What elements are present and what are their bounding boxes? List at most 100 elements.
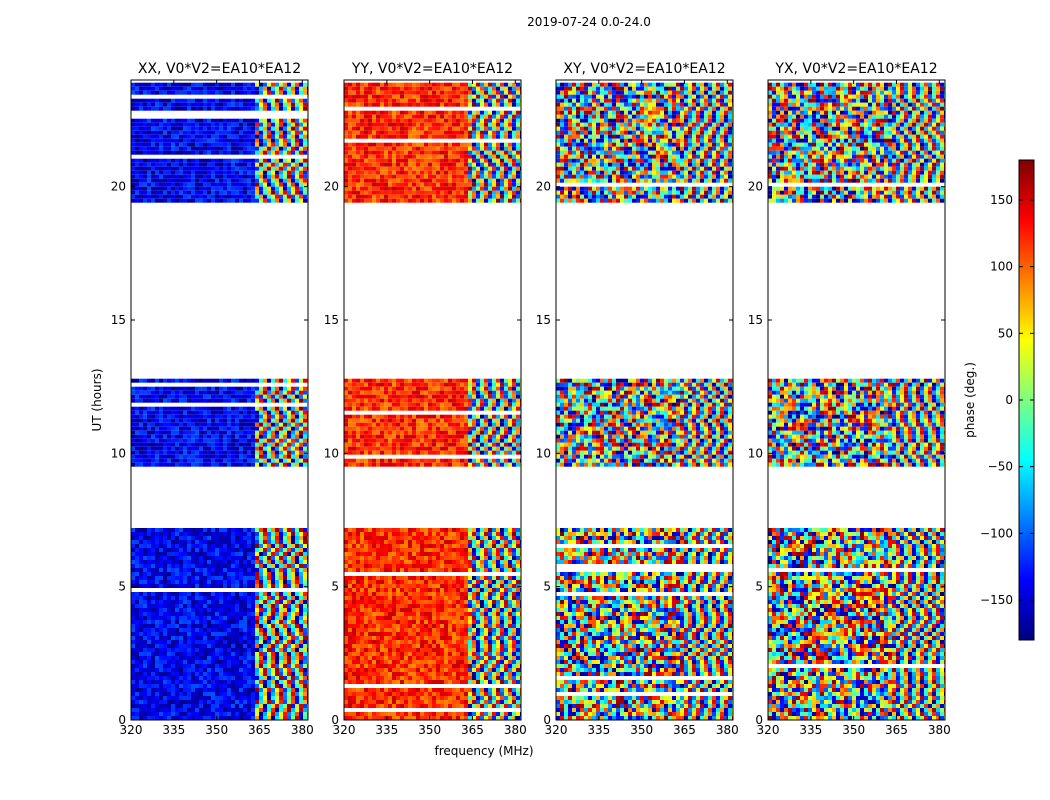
heatmap-cell (155, 194, 159, 199)
heatmap-cell (155, 568, 159, 572)
heatmap-cell (199, 560, 203, 564)
heatmap-cell (147, 676, 151, 680)
heatmap-cell (223, 134, 227, 139)
heatmap-cell (231, 664, 235, 668)
heatmap-cell (155, 450, 159, 455)
heatmap-cell (179, 82, 183, 87)
heatmap-cell (436, 564, 440, 568)
heatmap-cell (215, 552, 219, 556)
heatmap-cell (388, 588, 392, 592)
heatmap-cell (251, 604, 255, 608)
heatmap-cell (348, 544, 352, 548)
heatmap-cell (299, 158, 303, 163)
heatmap-cell (384, 588, 388, 592)
heatmap-cell (283, 122, 287, 127)
heatmap-cell (175, 676, 179, 680)
heatmap-cell (183, 604, 187, 608)
heatmap-cell (199, 652, 203, 656)
heatmap-cell (231, 394, 235, 399)
heatmap-cell (299, 434, 303, 439)
heatmap-cell (171, 174, 175, 179)
heatmap-cell (416, 532, 420, 536)
heatmap-cell (287, 536, 291, 540)
heatmap-cell (215, 170, 219, 175)
heatmap-cell (219, 608, 223, 612)
heatmap-cell (199, 414, 203, 419)
heatmap-cell (364, 592, 368, 596)
heatmap-cell (283, 636, 287, 640)
heatmap-cell (239, 568, 243, 572)
heatmap-cell (223, 652, 227, 656)
heatmap-cell (215, 378, 219, 383)
heatmap-cell (183, 656, 187, 660)
heatmap-cell (143, 568, 147, 572)
heatmap-cell (187, 186, 191, 191)
heatmap-cell (283, 166, 287, 171)
heatmap-cell (271, 150, 275, 155)
heatmap-cell (139, 158, 143, 163)
heatmap-cell (147, 608, 151, 612)
heatmap-cell (143, 616, 147, 620)
heatmap-cell (211, 450, 215, 455)
heatmap-cell (191, 430, 195, 435)
heatmap-cell (251, 198, 255, 203)
heatmap-cell (195, 616, 199, 620)
heatmap-cell (488, 576, 492, 580)
heatmap-cell (283, 628, 287, 632)
heatmap-cell (287, 394, 291, 399)
heatmap-cell (291, 446, 295, 451)
heatmap-cell (191, 90, 195, 95)
heatmap-cell (235, 186, 239, 191)
heatmap-cell (227, 130, 231, 135)
heatmap-cell (171, 700, 175, 704)
heatmap-cell (147, 584, 151, 588)
heatmap-cell (287, 676, 291, 680)
heatmap-cell (179, 414, 183, 419)
heatmap-cell (203, 162, 207, 167)
heatmap-cell (155, 572, 159, 576)
heatmap-cell (199, 450, 203, 455)
heatmap-cell (163, 138, 167, 143)
heatmap-cell (231, 608, 235, 612)
heatmap-cell (151, 632, 155, 636)
heatmap-cell (231, 86, 235, 91)
heatmap-cell (143, 688, 147, 692)
heatmap-cell (139, 446, 143, 451)
heatmap-cell (211, 704, 215, 708)
heatmap-cell (283, 676, 287, 680)
heatmap-cell (287, 624, 291, 628)
heatmap-cell (279, 162, 283, 167)
heatmap-cell (147, 194, 151, 199)
heatmap-cell (143, 86, 147, 91)
heatmap-cell (227, 430, 231, 435)
heatmap-cell (151, 150, 155, 155)
heatmap-cell (303, 532, 307, 536)
heatmap-cell (143, 564, 147, 568)
heatmap-cell (472, 596, 476, 600)
heatmap-cell (255, 604, 259, 608)
heatmap-cell (424, 584, 428, 588)
heatmap-cell (271, 692, 275, 696)
heatmap-cell (468, 540, 472, 544)
heatmap-cell (247, 676, 251, 680)
heatmap-cell (255, 462, 259, 467)
heatmap-cell (275, 712, 279, 716)
heatmap-cell (360, 548, 364, 552)
heatmap-cell (147, 600, 151, 604)
heatmap-cell (456, 584, 460, 588)
heatmap-cell (219, 560, 223, 564)
heatmap-cell (175, 572, 179, 576)
heatmap-cell (195, 684, 199, 688)
heatmap-cell (163, 696, 167, 700)
heatmap-cell (239, 410, 243, 415)
heatmap-cell (215, 632, 219, 636)
heatmap-cell (151, 700, 155, 704)
heatmap-cell (219, 684, 223, 688)
heatmap-cell (235, 596, 239, 600)
heatmap-cell (231, 406, 235, 411)
heatmap-cell (239, 150, 243, 155)
heatmap-cell (231, 604, 235, 608)
heatmap-cell (287, 608, 291, 612)
heatmap-cell (235, 580, 239, 584)
heatmap-cell (207, 596, 211, 600)
